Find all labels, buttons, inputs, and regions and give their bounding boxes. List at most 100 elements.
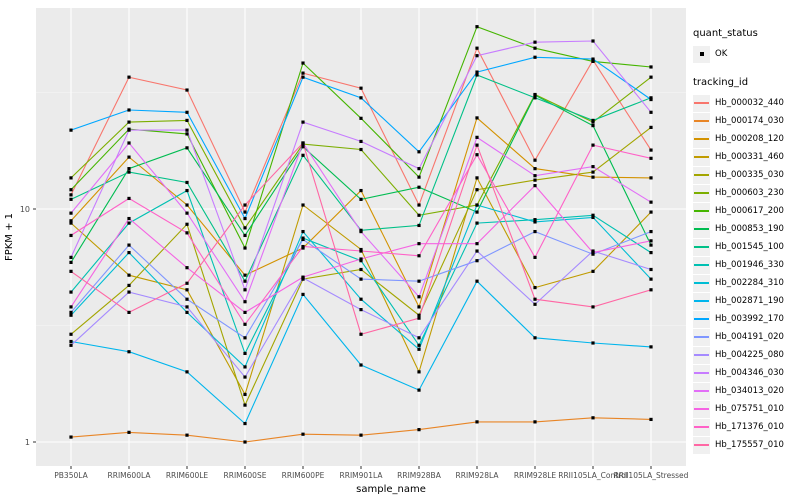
legend-key-box xyxy=(693,310,710,328)
legend-key-box xyxy=(693,184,710,202)
data-point xyxy=(417,305,421,309)
data-point xyxy=(243,273,247,277)
data-point xyxy=(69,269,73,273)
legend-key-line-icon xyxy=(694,372,709,374)
legend-item-label: Hb_000617_200 xyxy=(715,206,784,216)
data-point xyxy=(359,277,363,281)
data-point xyxy=(243,375,247,379)
data-point xyxy=(417,388,421,392)
data-point xyxy=(475,279,479,283)
data-point xyxy=(243,403,247,407)
data-point xyxy=(185,370,189,374)
data-point xyxy=(417,316,421,320)
data-point xyxy=(301,120,305,124)
legend-key-line-icon xyxy=(694,174,709,176)
legend-key-line-icon xyxy=(694,102,709,104)
legend-key-line-icon xyxy=(694,300,709,302)
data-point xyxy=(127,221,131,225)
legend-key-box xyxy=(693,112,710,130)
legend-key-line-icon xyxy=(694,444,709,446)
data-point xyxy=(359,188,363,193)
data-point xyxy=(185,211,189,215)
data-point xyxy=(69,290,73,294)
data-point xyxy=(649,65,653,69)
y-tick-label: 1 xyxy=(25,438,30,447)
data-point xyxy=(649,96,653,100)
data-point xyxy=(69,343,73,347)
data-point xyxy=(127,141,131,145)
data-point xyxy=(475,54,479,58)
legend-key-box xyxy=(693,382,710,400)
data-point xyxy=(359,332,363,336)
data-point xyxy=(243,210,247,214)
data-point xyxy=(243,365,247,369)
legend-key-line-icon xyxy=(694,282,709,284)
legend-item-label: Hb_000335_030 xyxy=(715,170,784,180)
data-point xyxy=(533,55,537,59)
data-point xyxy=(301,145,305,149)
data-point xyxy=(127,155,131,159)
data-point xyxy=(649,176,653,180)
x-tick-label: RRII105LA_Control xyxy=(558,471,628,480)
legend-tracking-items: Hb_000032_440 Hb_000174_030 Hb_000208_120 H… xyxy=(693,94,799,454)
data-point xyxy=(69,313,73,317)
legend-item-tracking: Hb_004225_080 xyxy=(693,346,799,364)
legend-item-tracking: Hb_004346_030 xyxy=(693,364,799,382)
data-point xyxy=(533,420,537,424)
data-point xyxy=(359,267,363,272)
legend-item-tracking: Hb_001946_330 xyxy=(693,256,799,274)
data-point xyxy=(417,175,421,179)
data-point xyxy=(359,257,363,261)
legend-key-box xyxy=(693,364,710,382)
data-point xyxy=(591,416,595,420)
data-point xyxy=(649,288,653,292)
data-point xyxy=(417,313,421,317)
legend-item-label: Hb_001946_330 xyxy=(715,260,784,270)
data-point xyxy=(591,250,595,255)
data-point xyxy=(301,141,305,145)
data-point xyxy=(475,242,479,246)
data-point xyxy=(533,46,537,50)
data-point xyxy=(533,167,537,171)
data-point xyxy=(591,305,595,309)
legend-item-tracking: Hb_175557_010 xyxy=(693,436,799,454)
data-point xyxy=(417,370,421,374)
data-point xyxy=(185,266,189,270)
data-point xyxy=(417,336,421,340)
data-point xyxy=(533,96,537,100)
legend-key-line-icon xyxy=(694,246,709,248)
legend-key-box xyxy=(693,274,710,292)
data-point xyxy=(475,153,479,157)
data-point xyxy=(127,310,131,314)
data-point xyxy=(359,116,363,120)
data-point xyxy=(69,211,73,215)
legend-key-box xyxy=(693,238,710,256)
x-tick-label: RRIM600LE xyxy=(166,471,209,480)
legend-item-tracking: Hb_004191_020 xyxy=(693,328,799,346)
data-point xyxy=(185,281,189,285)
point-marker-icon xyxy=(699,52,704,56)
legend-item-label: Hb_000603_230 xyxy=(715,188,784,198)
data-point xyxy=(359,249,363,253)
data-point xyxy=(417,223,421,228)
data-point xyxy=(243,392,247,397)
legend-item-tracking: Hb_002871_190 xyxy=(693,292,799,310)
x-tick-label: RRIM928BA xyxy=(397,471,442,480)
legend-key-box xyxy=(693,292,710,310)
data-point xyxy=(127,243,131,247)
data-point xyxy=(69,233,73,238)
legend-key-line-icon xyxy=(694,408,709,410)
legend-key-box xyxy=(693,436,710,454)
data-point xyxy=(185,231,189,235)
legend-key-box xyxy=(693,328,710,346)
data-point xyxy=(533,285,537,290)
legend-key-line-icon xyxy=(694,156,709,158)
data-point xyxy=(475,116,479,120)
legend-title-tracking-id: tracking_id xyxy=(693,77,749,88)
data-point xyxy=(301,432,305,436)
data-point xyxy=(301,229,305,234)
x-tick-label: RRIM600LA xyxy=(108,471,152,480)
data-point xyxy=(417,347,421,351)
legend-item-tracking: Hb_000617_200 xyxy=(693,202,799,220)
